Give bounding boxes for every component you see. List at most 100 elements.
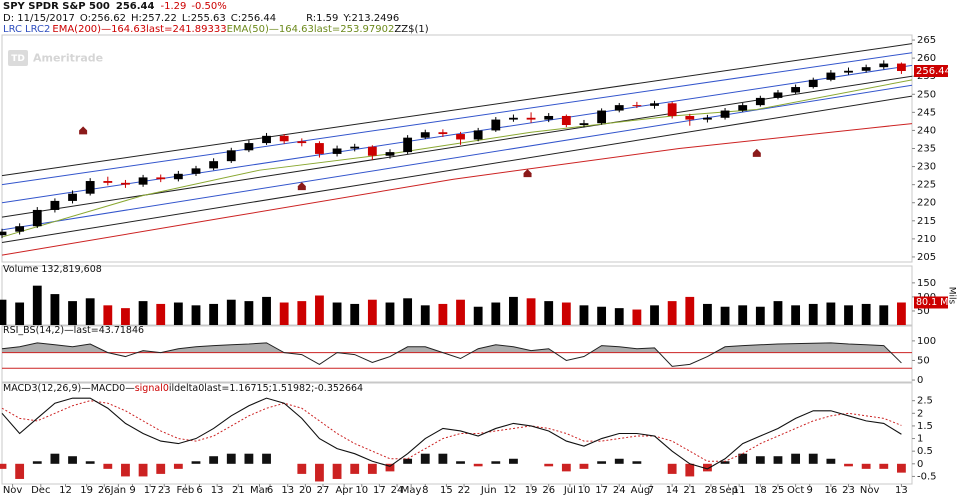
macd-histogram-bar bbox=[826, 458, 836, 464]
last-volume-label: 80.1 M bbox=[916, 297, 948, 308]
macd-histogram-bar bbox=[350, 463, 360, 474]
x-tick-label: Nov bbox=[860, 485, 880, 496]
panel-frame bbox=[1, 382, 913, 485]
candle-body bbox=[579, 123, 589, 126]
overlay-line bbox=[1, 43, 913, 177]
candle-body bbox=[209, 161, 219, 169]
signal-marker bbox=[523, 169, 532, 178]
candle-body bbox=[138, 177, 148, 185]
last-volume-box bbox=[914, 296, 948, 309]
rsi-line bbox=[1, 342, 902, 367]
overlay-line bbox=[1, 52, 913, 186]
volume-bar bbox=[526, 298, 536, 325]
candle-body bbox=[85, 181, 95, 194]
candle-body bbox=[808, 79, 818, 88]
candle-body bbox=[173, 173, 183, 180]
y-tick-label: 205 bbox=[917, 252, 936, 263]
x-tick-label: 13 bbox=[211, 485, 224, 496]
macd-histogram-bar bbox=[561, 463, 571, 472]
volume-bar bbox=[279, 302, 289, 325]
x-tick-label: 26 bbox=[98, 485, 111, 496]
candle-body bbox=[597, 110, 607, 124]
volume-bar bbox=[226, 299, 236, 325]
macd-histogram-bar bbox=[156, 463, 166, 474]
candle-body bbox=[897, 63, 906, 72]
candle-body bbox=[650, 103, 659, 106]
candle-body bbox=[526, 117, 536, 120]
y-tick-label: 260 bbox=[917, 53, 936, 64]
candle-body bbox=[844, 70, 853, 73]
candle-body bbox=[438, 132, 448, 135]
volume-bar bbox=[420, 305, 430, 325]
candle-body bbox=[544, 115, 554, 120]
macd-histogram-bar bbox=[861, 463, 871, 469]
y-tick-label: 215 bbox=[917, 216, 936, 227]
macd-histogram-bar bbox=[0, 463, 7, 469]
x-tick-label: Nov bbox=[3, 485, 23, 496]
volume-bar bbox=[544, 301, 554, 325]
candle-body bbox=[473, 130, 483, 140]
candle-body bbox=[191, 168, 201, 174]
candle-body bbox=[68, 193, 77, 201]
volume-bar bbox=[509, 296, 518, 325]
macd-histogram-bar bbox=[438, 453, 448, 464]
signal-marker bbox=[297, 182, 306, 191]
y-value: Y:213.2496 bbox=[343, 12, 400, 24]
volume-bar bbox=[826, 302, 836, 325]
overlay-line bbox=[1, 123, 913, 256]
x-tick-label: 27 bbox=[317, 485, 330, 496]
macd-histogram-bar bbox=[420, 453, 430, 464]
volume-bar bbox=[350, 303, 360, 325]
x-tick-label: Dec bbox=[31, 485, 50, 496]
range: R:1.59 bbox=[306, 12, 339, 24]
volume-bar bbox=[173, 302, 183, 325]
x-tick-label: 19 bbox=[525, 485, 538, 496]
volume-bar bbox=[808, 303, 818, 325]
change-pct: -0.50% bbox=[191, 1, 227, 12]
macd-histogram-bar bbox=[879, 463, 889, 469]
macd-histogram-bar bbox=[544, 463, 554, 467]
volume-bar bbox=[861, 303, 871, 325]
candle-body bbox=[685, 115, 695, 120]
candle-body bbox=[614, 105, 624, 111]
x-tick-label: Jun bbox=[480, 485, 497, 496]
study: ZZ$(1) bbox=[394, 24, 429, 35]
macd-label-part: signal0 bbox=[134, 383, 169, 394]
x-tick-label: 20 bbox=[299, 485, 312, 496]
volume-bar bbox=[597, 306, 607, 325]
macd-histogram-bar bbox=[85, 461, 95, 464]
y-tick-label: 2.5 bbox=[917, 396, 933, 407]
macd-histogram-bar bbox=[68, 456, 77, 464]
x-tick-label: 22 bbox=[458, 485, 471, 496]
macd-histogram-bar bbox=[385, 463, 395, 472]
volume-bar bbox=[15, 302, 25, 325]
x-tick-label: Sep bbox=[719, 485, 738, 496]
close: C:256.44 bbox=[230, 12, 277, 24]
macd-histogram-bar bbox=[209, 456, 219, 464]
panel-frame bbox=[1, 325, 913, 383]
macd-histogram-bar bbox=[262, 453, 271, 464]
x-tick-label: May bbox=[401, 485, 422, 496]
volume-bar bbox=[121, 308, 130, 325]
y-tick-label: 225 bbox=[917, 180, 936, 191]
macd-histogram-bar bbox=[297, 463, 307, 474]
candle-body bbox=[720, 110, 730, 118]
header-row: LRC LRC2 EMA(200)—164.63last=241.89333EMA(… bbox=[3, 24, 434, 36]
candle-body bbox=[332, 148, 342, 154]
x-tick-label: 9 bbox=[807, 485, 813, 496]
macd-histogram-bar bbox=[703, 463, 712, 472]
candle-body bbox=[667, 103, 677, 116]
y-tick-label: 0 bbox=[917, 375, 923, 386]
x-tick-label: 12 bbox=[59, 485, 72, 496]
x-tick-label: 8 bbox=[422, 485, 428, 496]
macd-histogram-bar bbox=[773, 456, 783, 464]
volume-bar bbox=[262, 296, 271, 325]
y-tick-label: 1 bbox=[917, 434, 923, 445]
x-tick-label: 26 bbox=[542, 485, 555, 496]
overbought-fill bbox=[2, 342, 902, 353]
last-price-box bbox=[914, 65, 948, 78]
macd-histogram-bar bbox=[403, 458, 413, 464]
candle-body bbox=[773, 92, 783, 98]
x-tick-label: Aug bbox=[631, 485, 651, 496]
macd-histogram-bar bbox=[138, 463, 148, 477]
